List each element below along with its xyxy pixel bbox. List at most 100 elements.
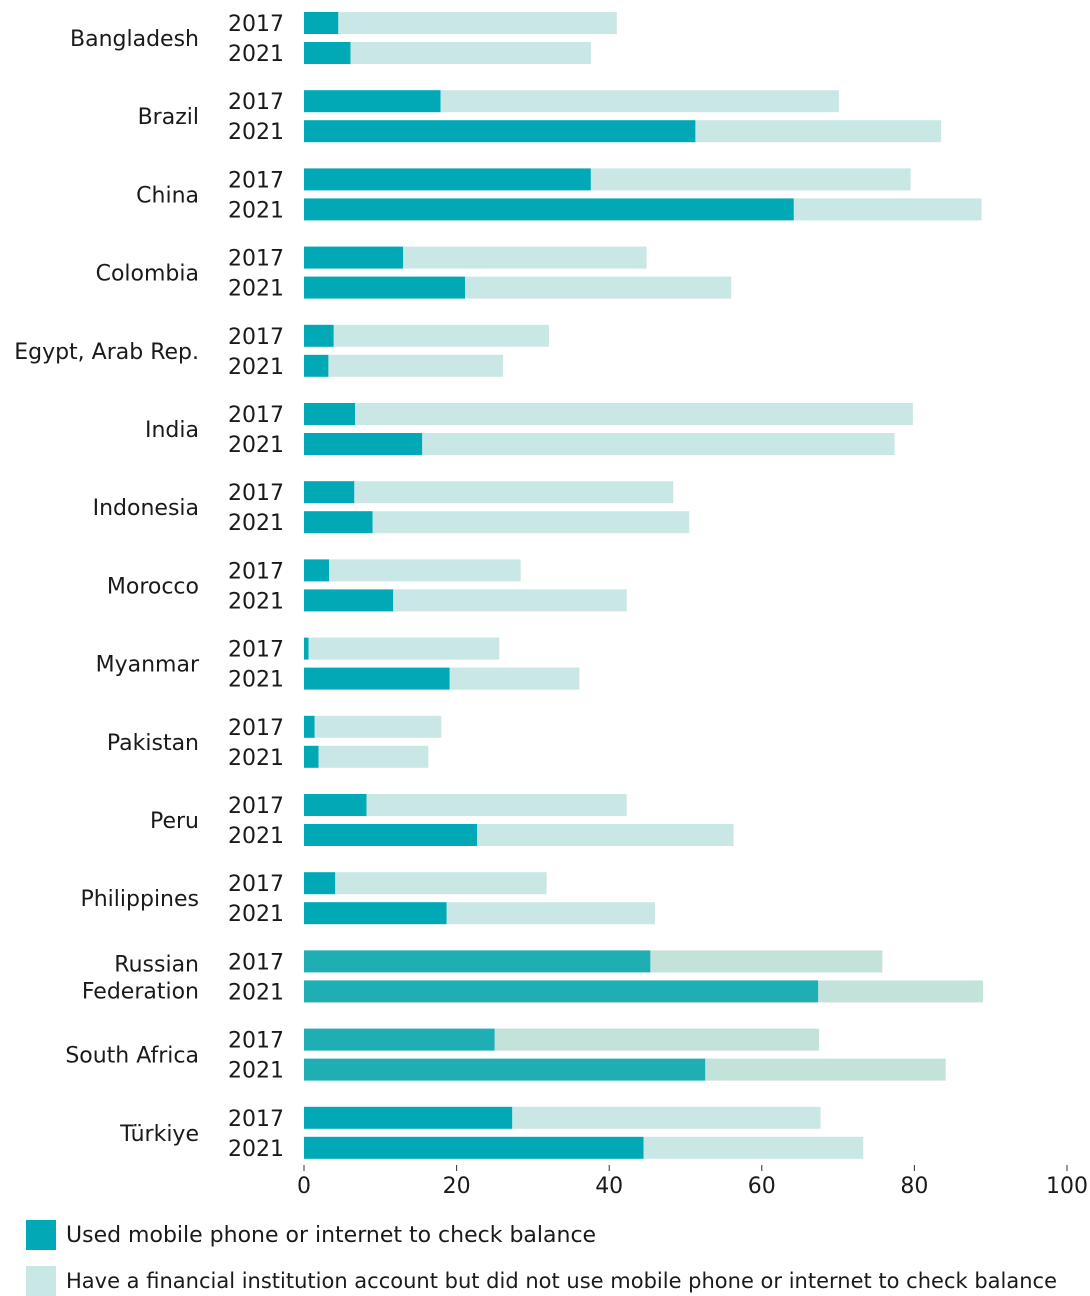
year-label-russian-federation-2017: 2017 bbox=[228, 950, 284, 975]
country-label-bangladesh: Bangladesh bbox=[70, 27, 199, 52]
bar-colombia-2017-used-mobile bbox=[304, 246, 404, 269]
year-label-colombia-2017: 2017 bbox=[228, 247, 284, 272]
bar-south-africa-2017-used-mobile bbox=[304, 1028, 495, 1051]
year-label-bangladesh-2021: 2021 bbox=[228, 42, 284, 67]
bar-china-2021-used-mobile bbox=[304, 198, 794, 221]
bar-egypt-arab-rep-2021-account-no-mobile bbox=[328, 354, 504, 377]
year-label-indonesia-2017: 2017 bbox=[228, 481, 284, 506]
country-label-t-rkiye: Türkiye bbox=[119, 1122, 199, 1147]
bar-philippines-2021-account-no-mobile bbox=[446, 902, 655, 925]
x-tick-label-60: 60 bbox=[748, 1174, 776, 1199]
bar-china-2017-account-no-mobile bbox=[590, 168, 911, 191]
country-label-brazil: Brazil bbox=[138, 105, 199, 130]
bar-peru-2021-used-mobile bbox=[304, 824, 478, 846]
year-label-egypt-arab-rep-2017: 2017 bbox=[228, 325, 284, 350]
year-label-south-africa-2017: 2017 bbox=[228, 1029, 284, 1054]
bar-china-2021-account-no-mobile bbox=[793, 198, 982, 221]
year-label-china-2021: 2021 bbox=[228, 198, 284, 223]
year-label-brazil-2017: 2017 bbox=[228, 90, 284, 115]
year-label-south-africa-2021: 2021 bbox=[228, 1059, 284, 1084]
bar-philippines-2017-used-mobile bbox=[304, 872, 336, 895]
country-label-colombia: Colombia bbox=[96, 262, 199, 287]
bar-egypt-arab-rep-2021-used-mobile bbox=[304, 354, 329, 377]
bar-t-rkiye-2021-used-mobile bbox=[304, 1136, 644, 1159]
x-tick-label-0: 0 bbox=[297, 1174, 311, 1199]
bar-south-africa-2021-account-no-mobile bbox=[705, 1058, 946, 1081]
bar-russian-federation-2021-used-mobile bbox=[304, 980, 819, 1003]
country-label-philippines: Philippines bbox=[80, 887, 199, 912]
legend-item-account-no-mobile: Have a financial institution account but… bbox=[26, 1266, 1057, 1296]
bar-chart: Bangladesh20172021Brazil20172021China201… bbox=[14, 12, 1088, 1199]
bar-myanmar-2017-account-no-mobile bbox=[308, 637, 500, 660]
bar-bangladesh-2021-used-mobile bbox=[304, 42, 351, 64]
bar-colombia-2017-account-no-mobile bbox=[403, 246, 647, 269]
country-label-myanmar: Myanmar bbox=[96, 653, 200, 678]
bar-philippines-2021-used-mobile bbox=[304, 902, 447, 925]
year-label-egypt-arab-rep-2021: 2021 bbox=[228, 355, 284, 380]
bar-colombia-2021-account-no-mobile bbox=[464, 276, 732, 299]
year-label-philippines-2021: 2021 bbox=[228, 902, 284, 927]
country-label-indonesia: Indonesia bbox=[93, 496, 199, 521]
bar-pakistan-2021-account-no-mobile bbox=[318, 745, 429, 768]
bar-south-africa-2017-account-no-mobile bbox=[494, 1028, 820, 1051]
bar-pakistan-2017-account-no-mobile bbox=[314, 715, 442, 738]
year-label-morocco-2017: 2017 bbox=[228, 559, 284, 584]
bar-pakistan-2021-used-mobile bbox=[304, 745, 319, 768]
year-label-colombia-2021: 2021 bbox=[228, 277, 284, 302]
country-label-south-africa: South Africa bbox=[65, 1044, 199, 1069]
year-label-india-2017: 2017 bbox=[228, 403, 284, 428]
year-label-t-rkiye-2021: 2021 bbox=[228, 1137, 284, 1162]
bar-egypt-arab-rep-2017-account-no-mobile bbox=[333, 324, 549, 347]
year-label-peru-2017: 2017 bbox=[228, 794, 284, 819]
bar-indonesia-2021-used-mobile bbox=[304, 511, 373, 534]
bar-t-rkiye-2021-account-no-mobile bbox=[643, 1136, 864, 1159]
bar-russian-federation-2017-account-no-mobile bbox=[650, 950, 883, 973]
bar-egypt-arab-rep-2017-used-mobile bbox=[304, 324, 334, 347]
x-tick-label-40: 40 bbox=[595, 1174, 623, 1199]
country-label-peru: Peru bbox=[150, 809, 199, 834]
legend-swatch-used-mobile bbox=[26, 1220, 56, 1250]
x-tick-label-100: 100 bbox=[1046, 1174, 1088, 1199]
bar-colombia-2021-used-mobile bbox=[304, 276, 465, 299]
bar-bangladesh-2017-used-mobile bbox=[304, 12, 339, 34]
bar-bangladesh-2017-account-no-mobile bbox=[338, 12, 617, 34]
bar-brazil-2017-used-mobile bbox=[304, 90, 441, 113]
year-label-brazil-2021: 2021 bbox=[228, 120, 284, 145]
country-label-india: India bbox=[145, 418, 199, 443]
year-label-pakistan-2017: 2017 bbox=[228, 716, 284, 741]
bar-t-rkiye-2017-account-no-mobile bbox=[512, 1106, 821, 1129]
country-label-russian-federation-line2: Federation bbox=[82, 979, 199, 1004]
year-label-peru-2021: 2021 bbox=[228, 824, 284, 849]
bar-peru-2017-used-mobile bbox=[304, 794, 367, 816]
year-label-indonesia-2021: 2021 bbox=[228, 511, 284, 536]
country-label-pakistan: Pakistan bbox=[107, 731, 199, 756]
bar-china-2017-used-mobile bbox=[304, 168, 591, 191]
year-label-russian-federation-2021: 2021 bbox=[228, 980, 284, 1005]
bar-philippines-2017-account-no-mobile bbox=[335, 872, 547, 895]
chart: Bangladesh 2017 2021 Brazil 2017 2021 China 201… bbox=[14, 12, 1088, 1199]
bar-brazil-2021-account-no-mobile bbox=[695, 120, 942, 143]
year-label-china-2017: 2017 bbox=[228, 168, 284, 193]
legend-item-used-mobile: Used mobile phone or internet to check b… bbox=[26, 1220, 596, 1250]
bar-peru-2021-account-no-mobile bbox=[477, 824, 734, 846]
bar-morocco-2021-account-no-mobile bbox=[393, 589, 627, 612]
bar-morocco-2017-account-no-mobile bbox=[329, 559, 521, 582]
bar-morocco-2021-used-mobile bbox=[304, 589, 394, 612]
country-label-russian-federation-line1: Russian bbox=[114, 952, 199, 977]
country-label-egypt-arab-rep: Egypt, Arab Rep. bbox=[14, 340, 199, 365]
bar-pakistan-2017-used-mobile bbox=[304, 715, 315, 738]
bar-indonesia-2017-used-mobile bbox=[304, 481, 355, 504]
bar-south-africa-2021-used-mobile bbox=[304, 1058, 706, 1081]
year-label-bangladesh-2017: 2017 bbox=[228, 12, 284, 37]
bar-indonesia-2017-account-no-mobile bbox=[354, 481, 674, 504]
bar-india-2021-used-mobile bbox=[304, 433, 423, 455]
bar-indonesia-2021-account-no-mobile bbox=[372, 511, 690, 534]
legend-swatch-account-no-mobile bbox=[26, 1266, 56, 1296]
year-label-t-rkiye-2017: 2017 bbox=[228, 1107, 284, 1132]
bar-india-2017-account-no-mobile bbox=[355, 403, 913, 425]
year-label-india-2021: 2021 bbox=[228, 433, 284, 458]
bar-peru-2017-account-no-mobile bbox=[366, 794, 627, 816]
bar-bangladesh-2021-account-no-mobile bbox=[350, 42, 591, 64]
year-label-morocco-2021: 2021 bbox=[228, 589, 284, 614]
legend-label-used-mobile: Used mobile phone or internet to check b… bbox=[66, 1222, 597, 1248]
